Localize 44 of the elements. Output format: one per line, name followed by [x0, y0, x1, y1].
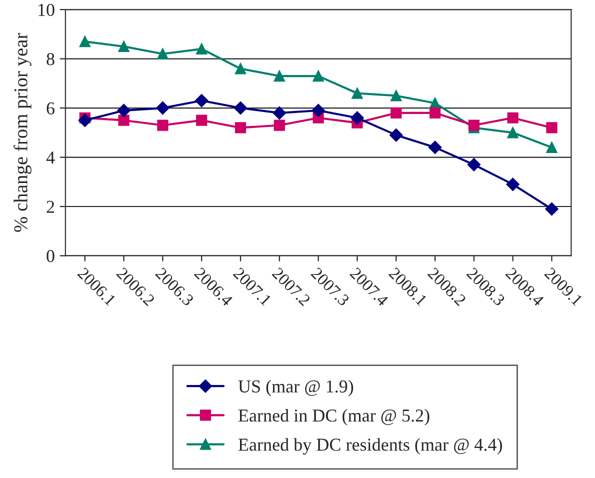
point: [390, 90, 402, 102]
y-axis-title: % change from prior year: [14, 32, 32, 232]
point: [507, 112, 518, 124]
point: [234, 63, 246, 74]
y-tick-label: 0: [46, 250, 54, 262]
point: [274, 120, 285, 131]
point: [312, 104, 325, 118]
y-tick-label: 10: [38, 4, 54, 16]
point: [428, 140, 442, 154]
point: [234, 101, 248, 115]
point: [506, 178, 520, 191]
point: [195, 94, 208, 108]
y-tick-label: 6: [46, 102, 54, 114]
point: [312, 70, 324, 82]
point: [274, 70, 285, 82]
point: [390, 107, 402, 119]
point: [350, 111, 364, 124]
point: [157, 120, 168, 131]
point: [79, 36, 90, 48]
point: [196, 43, 208, 55]
point: [117, 104, 130, 118]
point: [468, 120, 480, 131]
point: [78, 114, 92, 127]
point: [272, 106, 286, 120]
point: [352, 88, 363, 99]
point: [467, 158, 481, 172]
point: [118, 40, 130, 52]
point: [157, 48, 168, 60]
point: [429, 107, 441, 119]
point: [234, 122, 246, 134]
legend-label: Earned in DC (mar @ 5.2): [238, 408, 430, 426]
point: [545, 202, 558, 216]
point: [156, 101, 170, 115]
point: [196, 114, 208, 126]
point: [546, 142, 558, 153]
legend-label: US (mar @ 1.9): [238, 380, 354, 396]
point: [118, 114, 130, 126]
y-tick-label: 2: [46, 200, 54, 213]
point: [390, 128, 403, 142]
point: [507, 127, 518, 138]
y-tick-label: 4: [46, 152, 55, 164]
legend-label: Earned by DC residents (mar @ 4.4): [238, 438, 502, 455]
point: [546, 122, 558, 134]
y-tick-label: 8: [46, 53, 54, 66]
